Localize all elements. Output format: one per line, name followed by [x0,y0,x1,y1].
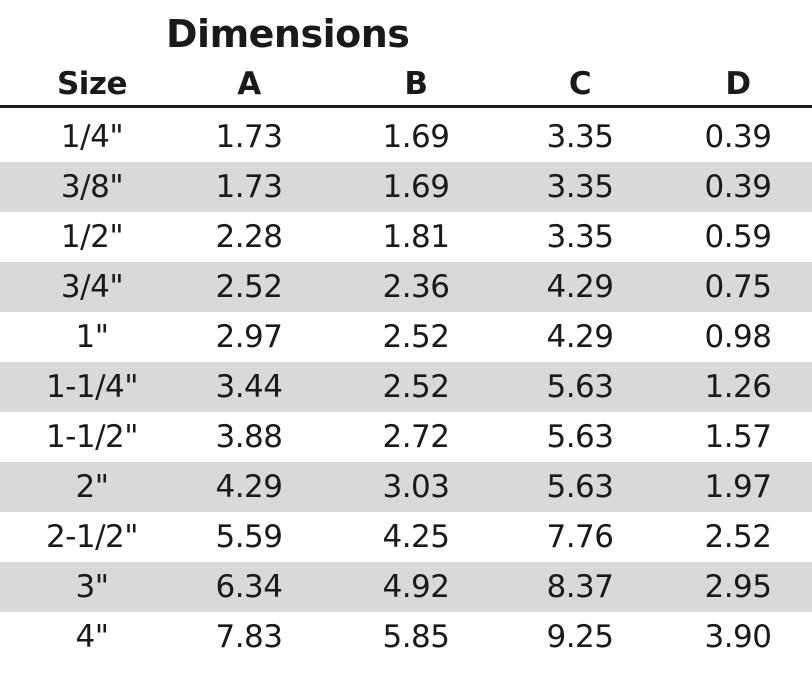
cell-size: 3/4" [60,269,124,305]
cell-d: 1.57 [704,419,772,455]
cell-d: 2.95 [704,569,772,605]
cell-size: 1/2" [60,219,124,255]
table-header-row: Size A B C D [0,62,812,108]
cell-a: 6.34 [215,569,283,605]
table-row: 1/2" 2.28 1.81 3.35 0.59 [0,212,812,262]
cell-c: 4.29 [546,269,614,305]
table-row: 2-1/2" 5.59 4.25 7.76 2.52 [0,512,812,562]
header-d: D [725,65,751,102]
table-row: 4" 7.83 5.85 9.25 3.90 [0,612,812,662]
cell-a: 4.29 [215,469,283,505]
cell-a: 2.97 [215,319,283,355]
cell-size: 3" [75,569,109,605]
cell-d: 2.52 [704,519,772,555]
cell-b: 3.03 [382,469,450,505]
cell-d: 0.39 [704,169,772,205]
cell-d: 1.26 [704,369,772,405]
cell-a: 2.28 [215,219,283,255]
cell-size: 1/4" [60,119,124,155]
table-body: 1/4" 1.73 1.69 3.35 0.39 3/8" 1.73 1.69 3.35 0.39… [0,112,812,662]
cell-c: 5.63 [546,419,614,455]
cell-d: 3.90 [704,619,772,655]
table-row: 3" 6.34 4.92 8.37 2.95 [0,562,812,612]
cell-c: 9.25 [546,619,614,655]
cell-d: 0.59 [704,219,772,255]
table-row: 1/4" 1.73 1.69 3.35 0.39 [0,112,812,162]
table-row: 3/8" 1.73 1.69 3.35 0.39 [0,162,812,212]
cell-d: 0.75 [704,269,772,305]
cell-size: 2" [75,469,109,505]
cell-size: 4" [75,619,109,655]
cell-size: 1-1/4" [45,369,139,405]
header-size: Size [56,65,128,102]
cell-b: 5.85 [382,619,450,655]
cell-c: 7.76 [546,519,614,555]
cell-c: 4.29 [546,319,614,355]
cell-size: 2-1/2" [45,519,139,555]
cell-d: 1.97 [704,469,772,505]
header-b: B [404,65,428,102]
cell-b: 1.69 [382,169,450,205]
cell-a: 1.73 [215,169,283,205]
cell-b: 4.92 [382,569,450,605]
header-a: A [237,65,261,102]
cell-d: 0.39 [704,119,772,155]
cell-size: 1-1/2" [45,419,139,455]
header-c: C [568,65,592,102]
cell-a: 2.52 [215,269,283,305]
cell-c: 5.63 [546,369,614,405]
cell-d: 0.98 [704,319,772,355]
cell-a: 3.88 [215,419,283,455]
cell-c: 3.35 [546,119,614,155]
cell-size: 3/8" [60,169,124,205]
cell-c: 5.63 [546,469,614,505]
table-row: 1-1/2" 3.88 2.72 5.63 1.57 [0,412,812,462]
table-title: Dimensions [166,12,410,56]
cell-b: 4.25 [382,519,450,555]
cell-b: 2.52 [382,319,450,355]
table-row: 3/4" 2.52 2.36 4.29 0.75 [0,262,812,312]
table-row: 2" 4.29 3.03 5.63 1.97 [0,462,812,512]
cell-a: 3.44 [215,369,283,405]
cell-b: 2.36 [382,269,450,305]
cell-b: 2.52 [382,369,450,405]
cell-a: 5.59 [215,519,283,555]
cell-b: 1.81 [382,219,450,255]
cell-b: 1.69 [382,119,450,155]
cell-c: 3.35 [546,169,614,205]
cell-a: 7.83 [215,619,283,655]
cell-size: 1" [75,319,109,355]
table-row: 1" 2.97 2.52 4.29 0.98 [0,312,812,362]
cell-b: 2.72 [382,419,450,455]
cell-c: 8.37 [546,569,614,605]
table-row: 1-1/4" 3.44 2.52 5.63 1.26 [0,362,812,412]
cell-a: 1.73 [215,119,283,155]
cell-c: 3.35 [546,219,614,255]
